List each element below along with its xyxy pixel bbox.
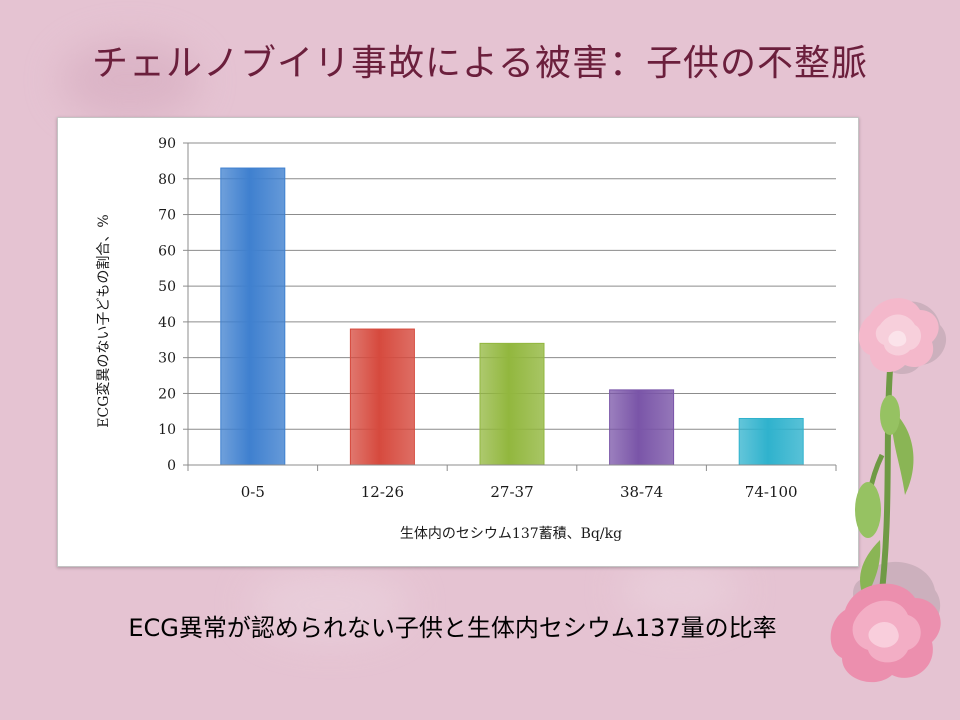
grid-lines xyxy=(188,142,836,430)
bar-0-5 xyxy=(220,167,286,466)
y-tick-label: 80 xyxy=(158,172,176,188)
bar-chart: 0 10 20 30 40 50 60 70 80 90 0-5 12-26 27-37 38-74 74… xyxy=(95,136,837,542)
y-tick-label: 20 xyxy=(158,386,176,402)
y-tick-label: 70 xyxy=(158,208,176,224)
x-tick-label: 12-26 xyxy=(361,483,404,501)
y-axis-title: ECG変異のない子どもの割合、% xyxy=(95,214,112,427)
x-axis-title: 生体内のセシウム137蓄積、Bq/kg xyxy=(400,526,622,542)
y-tick-label: 10 xyxy=(158,422,176,438)
y-tick-label: 40 xyxy=(158,315,176,331)
x-tick-label: 74-100 xyxy=(745,483,798,501)
bars xyxy=(220,167,804,466)
bar-38-74 xyxy=(609,389,675,466)
y-axis-ticks: 0 10 20 30 40 50 60 70 80 90 xyxy=(158,136,189,474)
y-tick-label: 90 xyxy=(158,136,176,152)
carnation-flower-decoration xyxy=(830,298,947,683)
x-axis-ticks: 0-5 12-26 27-37 38-74 74-100 xyxy=(241,483,798,501)
x-tick-label: 38-74 xyxy=(620,483,663,501)
x-axis xyxy=(187,464,837,471)
y-tick-label: 30 xyxy=(158,351,176,367)
bar-27-37 xyxy=(479,342,545,466)
x-tick-label: 27-37 xyxy=(490,483,533,501)
slide-caption: ECG異常が認められない子供と生体内セシウム137量の比率 xyxy=(128,614,777,642)
background-glow xyxy=(60,40,200,120)
slide-title: チェルノブイリ事故による被害：子供の不整脈 xyxy=(92,43,868,84)
y-tick-label: 0 xyxy=(167,458,176,474)
background-glow xyxy=(620,560,740,620)
y-tick-label: 60 xyxy=(158,243,176,259)
y-tick-label: 50 xyxy=(158,279,176,295)
bar-74-100 xyxy=(738,417,804,466)
background-glow xyxy=(250,570,410,640)
chart-card: 0 10 20 30 40 50 60 70 80 90 0-5 12-26 27-37 38-74 74… xyxy=(57,117,859,567)
bar-12-26 xyxy=(349,328,415,466)
x-tick-label: 0-5 xyxy=(241,483,265,501)
